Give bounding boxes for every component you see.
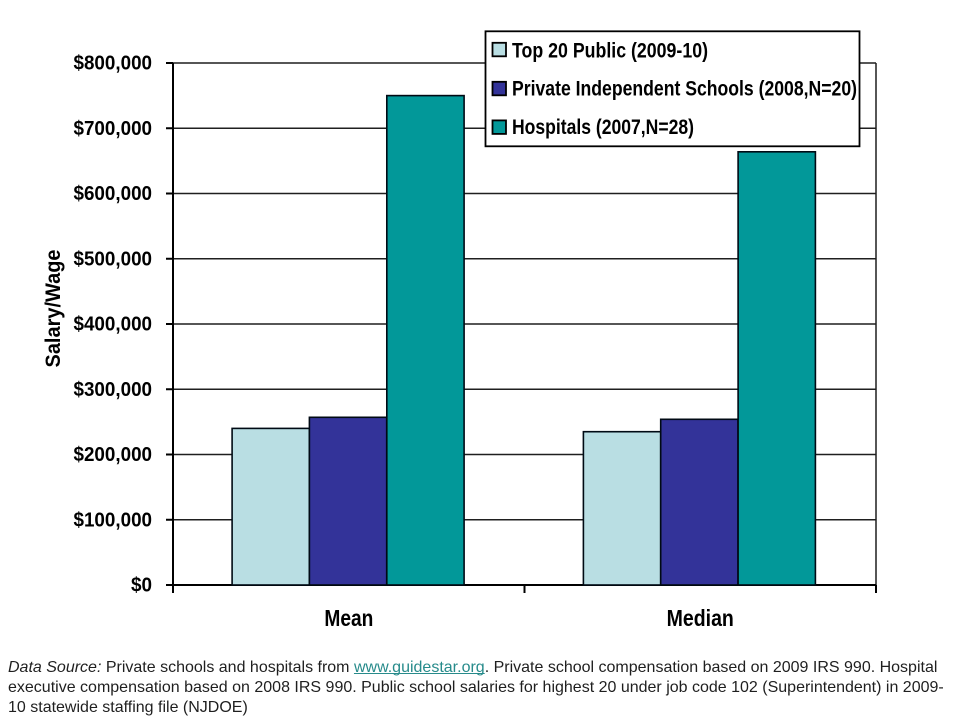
svg-text:$800,000: $800,000 (74, 53, 153, 75)
svg-text:$700,000: $700,000 (74, 118, 153, 140)
svg-text:Salary/Wage: Salary/Wage (41, 249, 65, 367)
svg-text:$0: $0 (131, 575, 152, 597)
svg-text:Mean: Mean (324, 605, 373, 631)
svg-text:Private Independent Schools (2: Private Independent Schools (2008,N=20) (512, 77, 857, 101)
svg-text:Top 20 Public (2009-10): Top 20 Public (2009-10) (512, 38, 708, 62)
svg-text:$500,000: $500,000 (74, 248, 153, 270)
svg-text:$300,000: $300,000 (74, 379, 153, 401)
svg-text:Median: Median (667, 605, 734, 631)
svg-text:$200,000: $200,000 (74, 444, 153, 466)
svg-text:Hospitals (2007,N=28): Hospitals (2007,N=28) (512, 115, 694, 139)
svg-text:$100,000: $100,000 (74, 509, 153, 531)
svg-text:$600,000: $600,000 (74, 183, 153, 205)
svg-text:$400,000: $400,000 (74, 314, 153, 336)
